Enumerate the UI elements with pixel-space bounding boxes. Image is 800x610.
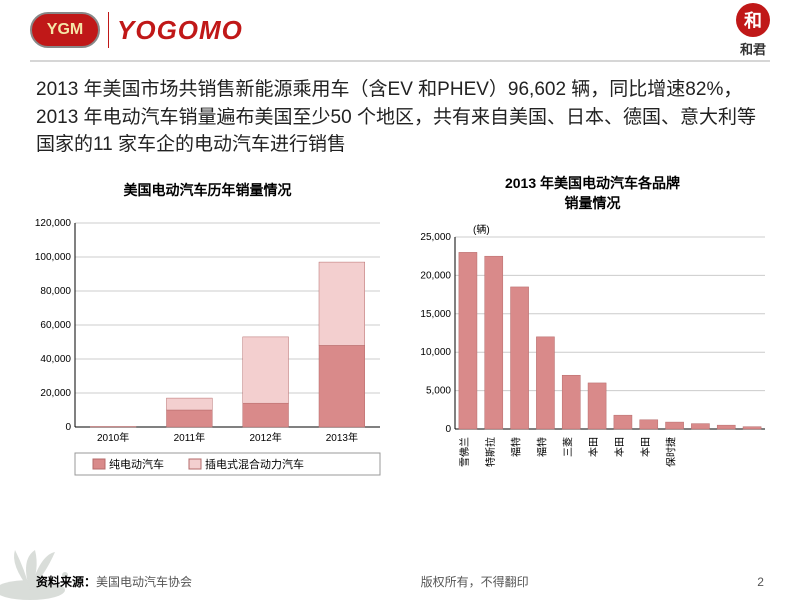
svg-text:2010年: 2010年 (97, 431, 129, 444)
svg-text:保时捷: 保时捷 (665, 437, 678, 467)
source-label: 资料来源： (36, 575, 96, 589)
header-rule (30, 60, 770, 62)
logo-left-group: YGM YOGOMO (30, 12, 243, 48)
charts-row: 美国电动汽车历年销量情况 0 20,000 40,000 60,000 80,000 10… (0, 167, 800, 489)
copyright-text: 版权所有，不得翻印 (421, 573, 529, 590)
hejun-text: 和君 (736, 39, 770, 58)
svg-text:20,000: 20,000 (420, 270, 451, 281)
svg-text:100,000: 100,000 (35, 252, 72, 263)
svg-text:2013年: 2013年 (326, 431, 358, 444)
chart1-svg: 0 20,000 40,000 60,000 80,000 100,000 120,000 2… (20, 213, 390, 483)
chart2-svg: (辆)05,00010,00015,00020,00025,000雪佛兰特斯拉福… (405, 219, 775, 489)
svg-text:0: 0 (445, 424, 451, 435)
page-number: 2 (757, 575, 764, 589)
svg-text:80,000: 80,000 (40, 286, 71, 297)
svg-text:三菱: 三菱 (562, 437, 574, 457)
slide-footer: 资料来源：美国电动汽车协会 版权所有，不得翻印 2 (0, 573, 800, 590)
svg-text:福特: 福特 (535, 437, 548, 457)
chart2-title-line1: 2013 年美国电动汽车各品牌 (405, 173, 780, 193)
svg-text:40,000: 40,000 (40, 354, 71, 365)
svg-text:特斯拉: 特斯拉 (484, 437, 497, 467)
svg-text:2011年: 2011年 (174, 431, 206, 444)
svg-text:本田: 本田 (639, 437, 652, 457)
logo-right-group: 和 和君 (736, 3, 770, 58)
ygm-badge-icon: YGM (30, 12, 100, 48)
svg-text:15,000: 15,000 (420, 308, 451, 319)
vertical-divider (108, 12, 109, 48)
svg-text:(辆): (辆) (473, 223, 490, 236)
svg-text:雪佛兰: 雪佛兰 (458, 437, 471, 467)
svg-text:纯电动汽车: 纯电动汽车 (109, 457, 164, 471)
svg-text:福特: 福特 (510, 437, 523, 457)
svg-text:60,000: 60,000 (40, 320, 71, 331)
slide-header: YGM YOGOMO 和 和君 (0, 0, 800, 60)
chart2-title: 2013 年美国电动汽车各品牌 销量情况 (405, 173, 780, 213)
chart1-title-text: 美国电动汽车历年销量情况 (20, 180, 395, 200)
chart2-column: 2013 年美国电动汽车各品牌 销量情况 (辆) 0 5,000 10,000 15,0… (405, 173, 780, 489)
source-citation: 资料来源：美国电动汽车协会 (36, 573, 192, 590)
svg-text:本田: 本田 (613, 437, 626, 457)
chart1-column: 美国电动汽车历年销量情况 0 20,000 40,000 60,000 80,000 10… (20, 173, 395, 489)
svg-text:20,000: 20,000 (40, 388, 71, 399)
lotus-decoration-icon (0, 520, 110, 610)
chart1-title: 美国电动汽车历年销量情况 (20, 173, 395, 207)
svg-text:0: 0 (65, 422, 71, 433)
brand-name: YOGOMO (117, 15, 243, 46)
hejun-badge-icon: 和 (736, 3, 770, 37)
svg-text:25,000: 25,000 (420, 232, 451, 243)
svg-text:5,000: 5,000 (426, 385, 451, 396)
svg-text:插电式混合动力汽车: 插电式混合动力汽车 (205, 457, 304, 471)
main-paragraph: 2013 年美国市场共销售新能源乘用车（含EV 和PHEV）96,602 辆，同… (0, 62, 800, 167)
svg-text:120,000: 120,000 (35, 218, 72, 229)
chart2-title-line2: 销量情况 (405, 193, 780, 213)
source-value: 美国电动汽车协会 (96, 575, 192, 589)
svg-text:本田: 本田 (587, 437, 600, 457)
svg-text:2012年: 2012年 (250, 431, 282, 444)
svg-text:10,000: 10,000 (420, 347, 451, 358)
